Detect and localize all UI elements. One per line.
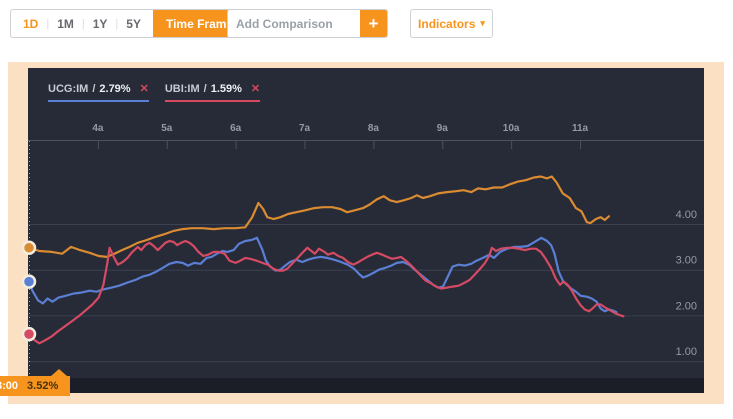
x-tick-label: 6a: [230, 123, 242, 134]
legend-separator: /: [92, 83, 96, 95]
legend-change-value: 1.59%: [210, 83, 242, 95]
chevron-down-icon: ▾: [480, 18, 485, 28]
divider: |: [115, 17, 119, 30]
legend-change-value: 2.79%: [99, 83, 131, 95]
series-start-dot: [21, 274, 37, 289]
time-range-segmented-control: 1D | 1M | 1Y | 5Y Time Frame: [10, 9, 248, 38]
badge-value: 3.52%: [27, 380, 59, 392]
add-comparison-plus-button[interactable]: +: [360, 10, 387, 37]
legend-separator: /: [203, 83, 207, 95]
x-tick-label: 8a: [368, 123, 380, 134]
chart-legend: UCG:IM / 2.79% ✕ UBI:IM / 1.59% ✕: [48, 82, 261, 102]
x-tick-label: 5a: [161, 123, 173, 134]
UBI:IM-series-line: [27, 239, 625, 345]
y-tick-label: 4.00: [676, 209, 697, 221]
UCG:IM-series-line: [27, 236, 618, 314]
legend-item-ucg: UCG:IM / 2.79% ✕: [48, 82, 149, 102]
x-tick-label: 7a: [299, 123, 311, 134]
indicators-label: Indicators: [418, 16, 476, 31]
series-start-dot: [21, 326, 37, 342]
badge-arrow-up-icon: [51, 369, 68, 376]
remove-series-icon[interactable]: ✕: [139, 83, 149, 95]
time-range-1d-button[interactable]: 1D: [23, 16, 39, 31]
time-range-5y-button[interactable]: 5Y: [126, 16, 141, 31]
legend-symbol: UBI:IM: [164, 83, 200, 95]
time-range-buttons: 1D | 1M | 1Y | 5Y: [11, 10, 153, 37]
y-tick-label: 2.00: [676, 300, 697, 312]
main-series-line: [27, 175, 611, 258]
add-comparison-control: +: [227, 9, 388, 38]
y-tick-label: 1.00: [676, 346, 697, 358]
add-comparison-input[interactable]: [228, 10, 360, 37]
time-range-1y-button[interactable]: 1Y: [92, 16, 108, 31]
badge-time: 3:00: [0, 380, 19, 392]
series-start-dot: [21, 240, 37, 256]
remove-series-icon[interactable]: ✕: [250, 83, 261, 95]
x-tick-label: 11a: [572, 123, 589, 134]
chart-panel: [28, 68, 704, 393]
legend-symbol: UCG:IM: [48, 83, 89, 95]
x-tick-label: 10a: [503, 123, 520, 134]
divider: |: [81, 17, 85, 30]
time-range-1m-button[interactable]: 1M: [57, 16, 74, 31]
y-tick-label: 3.00: [676, 255, 697, 267]
x-tick-label: 4a: [92, 123, 104, 134]
legend-item-ubi: UBI:IM / 1.59% ✕: [164, 82, 261, 102]
indicators-dropdown-button[interactable]: Indicators ▾: [410, 9, 493, 38]
time-badge: 3:00 3.52%: [0, 369, 71, 396]
divider: |: [46, 17, 50, 30]
x-tick-label: 9a: [437, 123, 449, 134]
chart-bottom-bar: [28, 378, 704, 393]
